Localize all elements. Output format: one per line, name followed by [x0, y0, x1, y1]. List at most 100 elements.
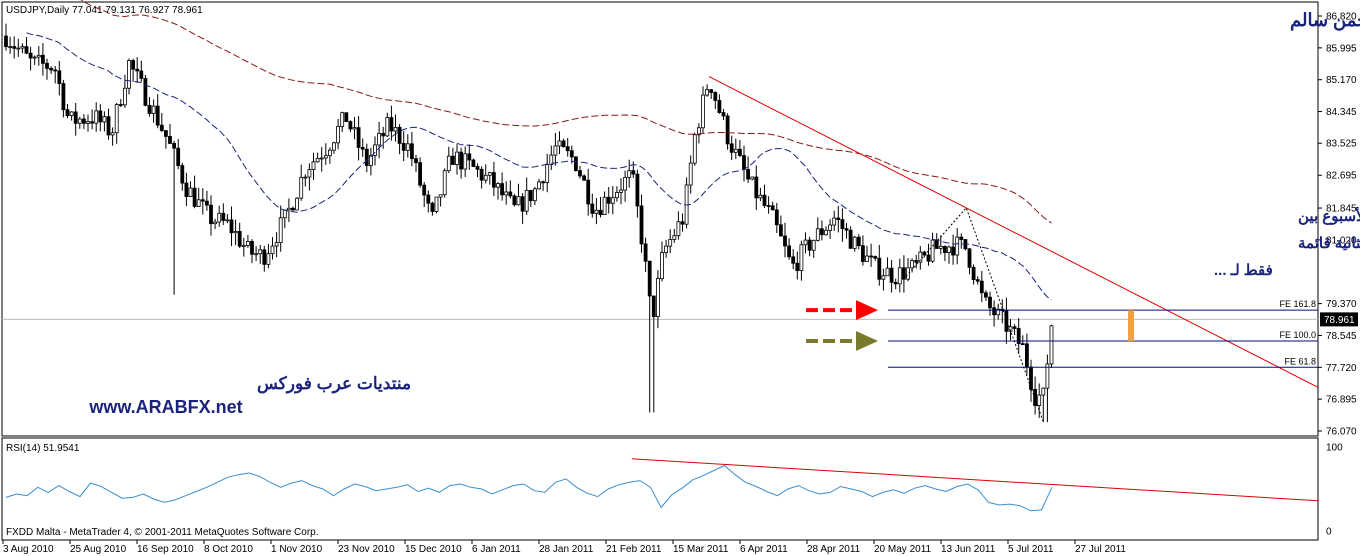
- candle-bear: [209, 204, 213, 225]
- candle-bear: [1025, 343, 1029, 368]
- candle-bear: [590, 203, 595, 214]
- price-tick-label: 78.545: [1326, 331, 1357, 342]
- candle-bull: [286, 207, 291, 211]
- candle-bull: [295, 197, 300, 211]
- candle-bear: [770, 205, 775, 211]
- candle-bear: [422, 184, 427, 196]
- candle-bull: [8, 46, 13, 48]
- candle-bull: [865, 255, 869, 262]
- candle-bear: [783, 235, 787, 247]
- candle-bear: [159, 124, 164, 131]
- candle-bull: [36, 54, 41, 58]
- candle-bear: [450, 155, 455, 165]
- candle-bear: [204, 200, 209, 206]
- candle-bear: [106, 116, 111, 136]
- candle-bear: [746, 168, 750, 180]
- candle-bear: [729, 143, 734, 153]
- candle-bull: [94, 110, 99, 124]
- candle-bear: [73, 111, 78, 124]
- rsi-tick-label: 100: [1326, 443, 1343, 454]
- price-tick-label: 83.525: [1326, 139, 1357, 150]
- author-name: د.عبد الرحمن سالم: [1290, 10, 1360, 31]
- date-tick-label: 20 May 2011: [874, 544, 932, 555]
- rsi-line: [5, 464, 1053, 512]
- candle-bull: [213, 221, 218, 225]
- candle-bear: [926, 254, 931, 262]
- candle-bull: [352, 127, 357, 130]
- candle-bear: [709, 89, 714, 93]
- candle-bear: [475, 166, 480, 170]
- candle-bear: [754, 176, 759, 199]
- candle-bear: [1033, 388, 1037, 406]
- candle-bull: [311, 161, 316, 170]
- candle-bear: [820, 228, 824, 236]
- candle-bear: [467, 153, 472, 161]
- annotation-line-1: قليلاً من التذبذب هذا الأسبوع بين: [1298, 206, 1360, 225]
- candle-bear: [479, 168, 484, 181]
- candle-bear: [889, 267, 894, 283]
- candle-bear: [348, 121, 353, 130]
- candle-bull: [910, 260, 914, 269]
- date-tick-label: 23 Nov 2010: [338, 544, 395, 555]
- candle-bear: [795, 262, 800, 271]
- candle-bear: [631, 170, 636, 175]
- candle-bear: [221, 212, 226, 221]
- price-tick-label: 76.070: [1326, 427, 1357, 438]
- candle-bear: [541, 181, 545, 184]
- fib-level-label: FE 161.8: [1279, 299, 1316, 309]
- candle-bull: [947, 246, 951, 253]
- candle-bear: [914, 260, 919, 263]
- candle-bear: [1012, 326, 1017, 329]
- candle-bear: [200, 199, 205, 202]
- candle-bull: [881, 275, 886, 280]
- target-range-bar: [1128, 310, 1134, 342]
- price-tick-label: 85.995: [1326, 43, 1357, 54]
- candle-bear: [512, 195, 517, 206]
- candle-bull: [102, 116, 107, 123]
- candle-bull: [660, 252, 664, 279]
- candle-bull: [524, 189, 529, 212]
- candle-bear: [344, 112, 349, 122]
- candle-bull: [955, 236, 960, 256]
- candle-bear: [12, 46, 17, 49]
- main-plot-layer: FE 161.8 FE 100.0 FE 61.8: [2, 0, 1319, 423]
- candle-bull: [733, 148, 738, 153]
- candle-bear: [172, 143, 177, 149]
- candle-bull: [455, 151, 459, 165]
- candle-bull: [77, 118, 82, 124]
- candle-bear: [861, 245, 865, 262]
- candle-bear: [635, 173, 640, 207]
- candle-bull: [537, 181, 541, 190]
- candle-bear: [713, 92, 718, 101]
- candle-bear: [742, 155, 746, 170]
- candle-bull: [323, 155, 328, 159]
- candle-bull: [594, 209, 599, 214]
- symbol-ohlc-header: USDJPY,Daily 77.041 79.131 76.927 78.961: [6, 5, 203, 16]
- candle-bear: [61, 83, 66, 111]
- candle-bear: [766, 205, 771, 207]
- date-tick-label: 27 Jul 2011: [1075, 544, 1126, 555]
- candle-bear: [762, 194, 767, 206]
- fib-level-label: FE 61.8: [1284, 356, 1316, 366]
- candle-bear: [500, 183, 505, 196]
- candle-bull: [627, 170, 632, 178]
- candle-bull: [750, 176, 755, 180]
- candle-bear: [98, 110, 103, 123]
- candle-bull: [303, 176, 308, 179]
- date-tick-label: 8 Oct 2010: [204, 544, 253, 555]
- annotation-line-3: فقط لـ ...: [1214, 262, 1273, 279]
- candle-bear: [237, 231, 242, 247]
- candle-bear: [49, 67, 53, 71]
- candle-bear: [459, 151, 464, 170]
- candle-bear: [807, 239, 812, 251]
- olive-arrow-head: [856, 331, 878, 352]
- candle-bear: [893, 281, 898, 285]
- candle-bear: [1020, 343, 1025, 346]
- candle-bull: [664, 245, 668, 253]
- candle-bear: [471, 159, 476, 167]
- date-tick-label: 25 Aug 2010: [70, 544, 127, 555]
- candle-bull: [463, 153, 468, 170]
- candle-bull: [692, 134, 697, 164]
- moving-average-red: [80, 0, 1052, 224]
